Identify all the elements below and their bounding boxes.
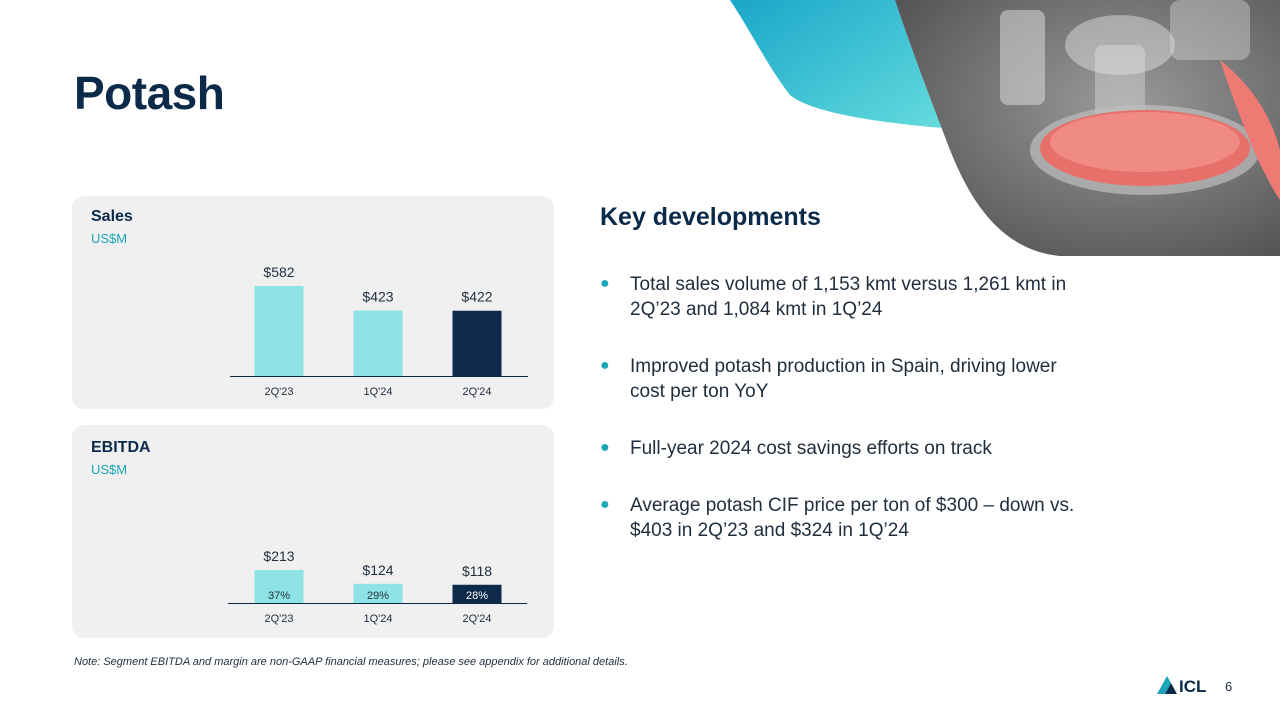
list-item: ● Full-year 2024 cost savings efforts on …	[600, 436, 1090, 461]
bullet-icon: ●	[600, 275, 610, 292]
margin-label: 29%	[367, 590, 389, 602]
bar-2Q'24	[452, 310, 502, 376]
key-developments-title: Key developments	[600, 203, 821, 231]
sales-panel: Sales US$M $582 2Q'23 $423 1Q'24 $422 2Q'24	[72, 196, 554, 409]
sales-panel-unit: US$M	[91, 231, 128, 246]
footnote: Note: Segment EBITDA and margin are non-…	[74, 656, 628, 668]
list-item: ● Total sales volume of 1,153 kmt versus …	[600, 272, 1090, 322]
bar-1Q'24	[353, 583, 403, 603]
bullet-text: Improved potash production in Spain, dri…	[630, 356, 1057, 402]
list-item: ● Improved potash production in Spain, dr…	[600, 354, 1090, 404]
x-tick-label: 2Q'23	[264, 613, 293, 625]
bar-2Q'24	[452, 584, 502, 603]
sales-chart: $582 2Q'23 $423 1Q'24 $422 2Q'24	[230, 264, 528, 398]
ebitda-panel-unit: US$M	[91, 462, 128, 477]
key-developments-list: ● Total sales volume of 1,153 kmt versus …	[600, 272, 1090, 575]
value-label: $213	[263, 548, 294, 564]
value-label: $423	[362, 289, 393, 305]
bar-2Q'23	[254, 570, 304, 603]
x-tick-label: 2Q'24	[462, 613, 491, 625]
value-label: $422	[461, 289, 492, 305]
hero-image	[730, 0, 1280, 256]
margin-label: 28%	[466, 590, 488, 602]
x-tick-label: 1Q'24	[363, 386, 392, 398]
page-title: Potash	[74, 67, 225, 119]
bullet-icon: ●	[600, 496, 610, 513]
bullet-icon: ●	[600, 357, 610, 374]
margin-label: 37%	[268, 590, 290, 602]
ebitda-panel-title: EBITDA	[91, 439, 151, 456]
ebitda-chart: $213 37% 2Q'23 $124 29% 1Q'24 $118 28% 2Q'24	[228, 548, 527, 625]
bullet-text: Total sales volume of 1,153 kmt versus 1…	[630, 274, 1067, 320]
value-label: $124	[362, 562, 393, 578]
x-tick-label: 2Q'23	[264, 386, 293, 398]
value-label: $118	[462, 563, 492, 579]
ebitda-panel: EBITDA US$M $213 37% 2Q'23 $124 29% 1Q'24 $118…	[72, 425, 554, 638]
list-item: ● Average potash CIF price per ton of $30…	[600, 493, 1090, 543]
value-label: $582	[263, 264, 294, 280]
x-tick-label: 1Q'24	[363, 613, 392, 625]
bullet-icon: ●	[600, 439, 610, 456]
bar-2Q'23	[254, 286, 304, 376]
x-tick-label: 2Q'24	[462, 386, 491, 398]
bullet-text: Full-year 2024 cost savings efforts on t…	[630, 438, 992, 459]
sales-panel-title: Sales	[91, 208, 133, 225]
icl-logo: ICL	[1157, 676, 1206, 696]
bar-1Q'24	[353, 310, 403, 376]
bullet-text: Average potash CIF price per ton of $300…	[630, 495, 1075, 541]
teal-swoosh	[730, 0, 970, 150]
page-number: 6	[1225, 679, 1233, 694]
logo-text: ICL	[1179, 677, 1206, 696]
